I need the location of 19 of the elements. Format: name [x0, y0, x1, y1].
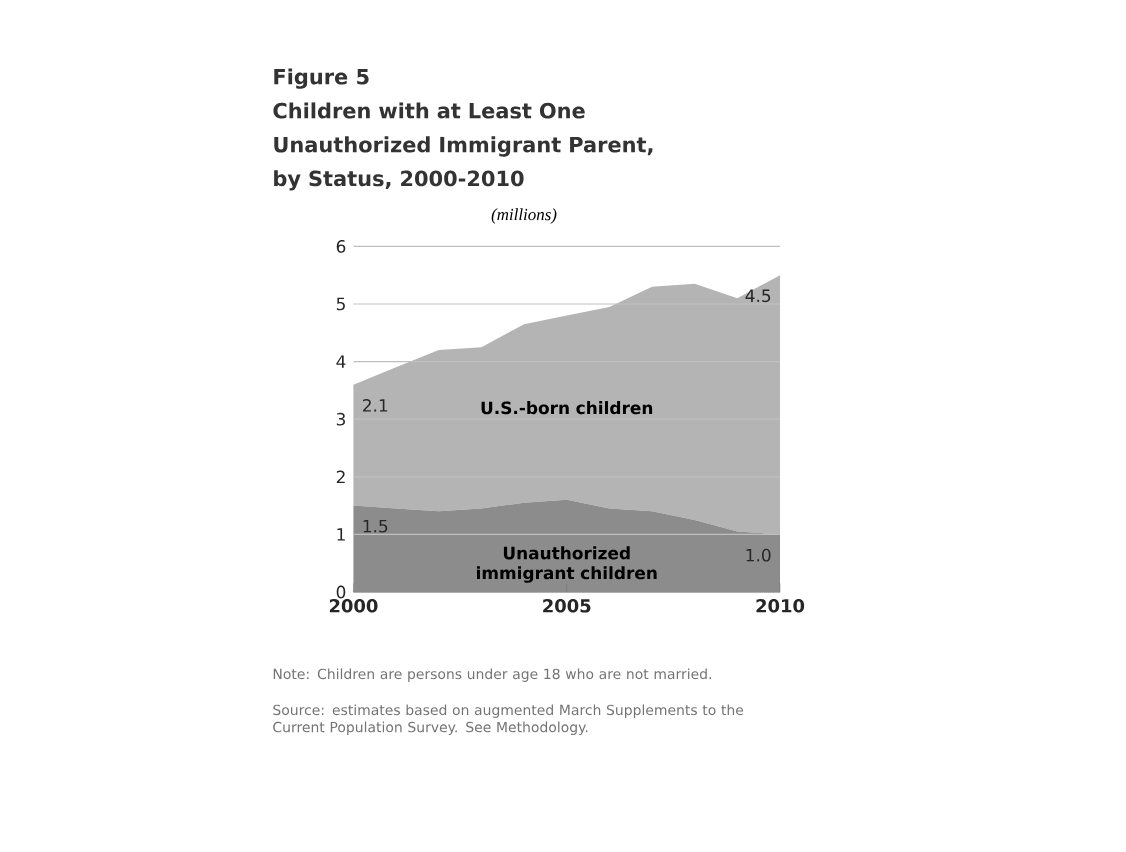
y-tick-label: 0 — [336, 585, 346, 599]
data-label: 1.0 — [746, 548, 771, 562]
y-tick-label: 1 — [337, 528, 345, 541]
y-tick-label: 3 — [336, 412, 345, 426]
series-label: U.S.-born children — [481, 401, 653, 415]
y-tick-label: 4 — [336, 355, 346, 368]
data-label: 2.1 — [363, 398, 388, 412]
series-label: Unauthorized immigrant children — [476, 546, 657, 583]
y-tick-label: 6 — [336, 240, 346, 253]
y-axis-title: (millions) — [491, 208, 557, 224]
y-tick-label: 5 — [336, 297, 345, 311]
chart-subtitle: Children with at Least One Unauthorized Immigrant Parent, by Status, 2000-2010 — [273, 102, 653, 191]
y-tick-label: 2 — [336, 470, 345, 484]
x-tick-label: 2005 — [543, 599, 591, 613]
x-tick-label: 2010 — [756, 599, 805, 613]
x-tick-label: 2000 — [329, 599, 378, 613]
data-label: 1.5 — [363, 519, 388, 533]
chart-title: Figure 5 — [274, 68, 369, 89]
data-label: 4.5 — [745, 289, 771, 303]
